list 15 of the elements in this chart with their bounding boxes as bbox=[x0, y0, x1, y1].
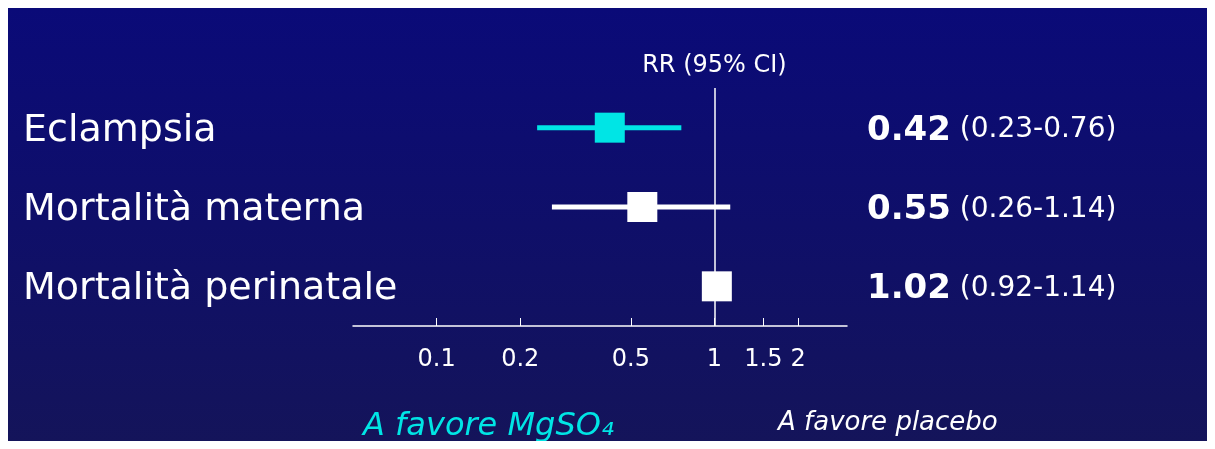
x-tick-label: 0.5 bbox=[611, 344, 650, 372]
y-tick-label: Eclampsia bbox=[23, 105, 217, 150]
x-tick-label: 1 bbox=[706, 344, 723, 372]
x-tick-label: 1.5 bbox=[744, 344, 783, 372]
data-label: 0.55 (0.26-1.14) bbox=[867, 187, 1117, 227]
y-tick-label: Mortalità perinatale bbox=[23, 264, 398, 309]
ref-line-label: RR (95% CI) bbox=[642, 50, 787, 78]
data-label: 1.02 (0.92-1.14) bbox=[867, 266, 1117, 307]
text: A favore MgSO₄ bbox=[361, 405, 614, 443]
x-tick-label: 0.2 bbox=[501, 344, 540, 372]
y-tick-label: Mortalità materna bbox=[23, 185, 366, 229]
x-tick-label: 0.1 bbox=[417, 344, 456, 372]
x-tick-label: 2 bbox=[790, 344, 806, 372]
data-label: 0.42 (0.23-0.76) bbox=[867, 107, 1117, 148]
text: A favore placebo bbox=[776, 406, 998, 436]
